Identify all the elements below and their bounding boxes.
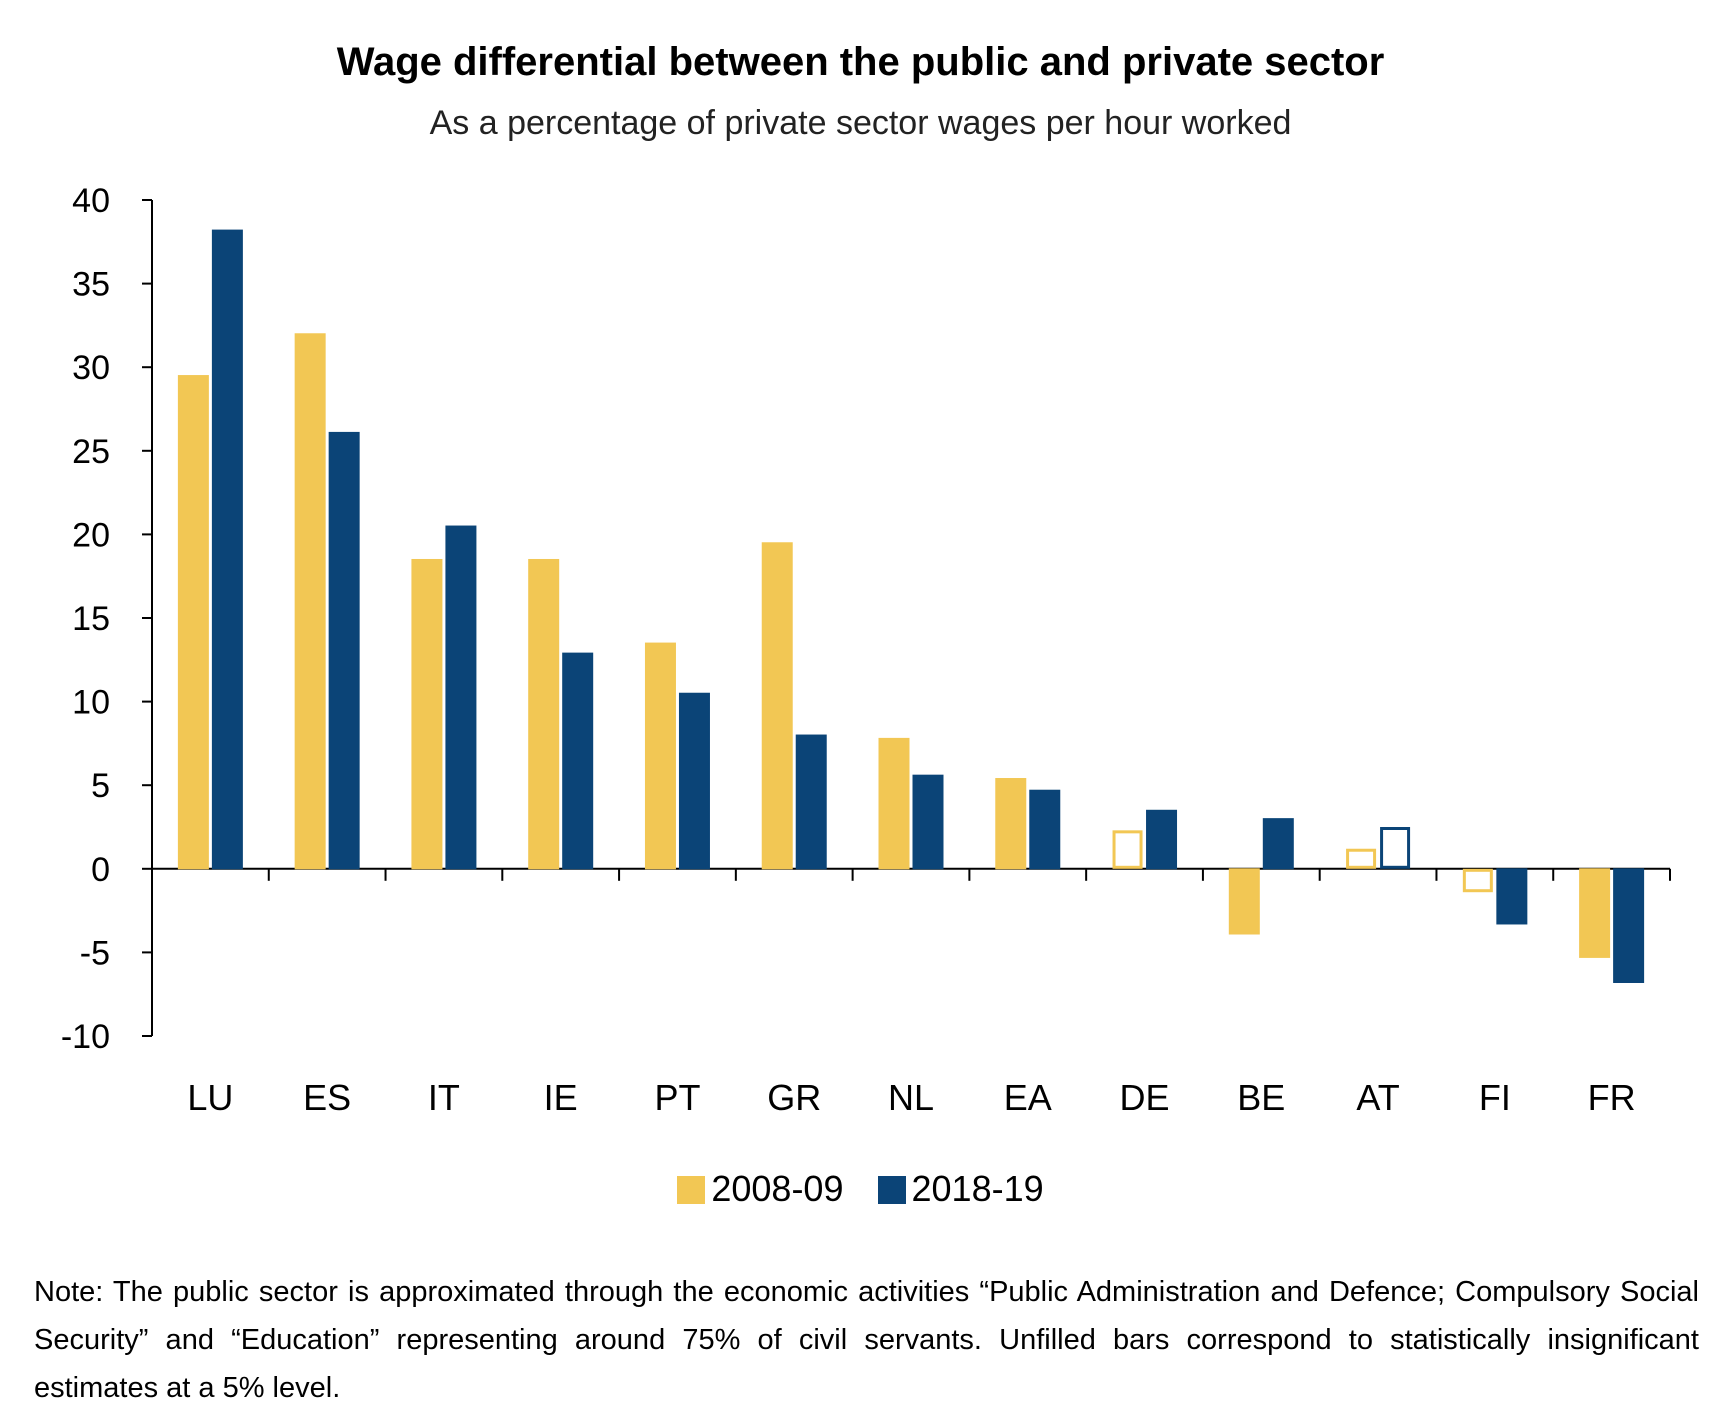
- x-tick-label: IT: [428, 1077, 460, 1118]
- bar-2008-09-FR: [1579, 868, 1611, 958]
- x-tick-label: FI: [1479, 1077, 1511, 1118]
- legend-swatch-2018-19: [877, 1176, 906, 1204]
- y-tick-label: 0: [91, 851, 110, 889]
- y-tick-label: -5: [80, 934, 110, 972]
- y-tick-label: 10: [72, 684, 110, 722]
- bar-2018-19-FR: [1613, 868, 1645, 983]
- y-tick-label: 30: [72, 349, 110, 387]
- bar-2018-19-AT: [1380, 827, 1411, 869]
- bar-2018-19-NL: [912, 774, 944, 870]
- y-tick-label: -10: [61, 1018, 110, 1056]
- x-tick-label: ES: [303, 1077, 351, 1118]
- bar-2008-09-FI: [1462, 868, 1493, 893]
- bar-2018-19-LU: [211, 229, 243, 870]
- bar-2018-19-PT: [678, 692, 710, 870]
- y-tick-label: 35: [72, 266, 110, 304]
- x-tick-label: FR: [1588, 1077, 1636, 1118]
- legend-item-2008-09: 2008-09: [677, 1168, 843, 1210]
- legend-label-2008-09: 2008-09: [711, 1168, 844, 1209]
- x-tick-label: PT: [654, 1077, 700, 1118]
- bar-2018-19-EA: [1029, 789, 1061, 870]
- x-tick-label: BE: [1237, 1077, 1285, 1118]
- bar-2008-09-IE: [528, 558, 560, 870]
- x-tick-label: AT: [1356, 1077, 1399, 1118]
- bar-2008-09-ES: [294, 333, 326, 870]
- y-tick-label: 20: [72, 516, 110, 554]
- bar-2008-09-EA: [995, 778, 1027, 870]
- bar-2018-19-DE: [1146, 809, 1178, 870]
- legend-item-2018-19: 2018-19: [877, 1168, 1044, 1210]
- y-tick-label: 25: [72, 433, 110, 471]
- y-tick-label: 15: [72, 600, 110, 638]
- bar-2008-09-BE: [1228, 868, 1260, 935]
- bar-2018-19-GR: [795, 734, 827, 870]
- bar-2018-19-IE: [562, 652, 594, 870]
- bar-2018-19-BE: [1262, 818, 1294, 870]
- y-tick-label: 40: [72, 182, 110, 220]
- x-tick-label: LU: [187, 1077, 233, 1118]
- chart-subtitle: As a percentage of private sector wages …: [429, 104, 1292, 142]
- bar-2018-19-IT: [445, 525, 477, 870]
- x-tick-label: NL: [888, 1077, 934, 1118]
- legend-label-2018-19: 2018-19: [911, 1168, 1044, 1209]
- bar-2008-09-NL: [878, 737, 910, 870]
- bar-chart: 40 35 30 25 20 15 10 5 0 -5 -10 LU ES IT IE PT GR NL EA DE B…: [61, 182, 1671, 1118]
- bar-2008-09-AT: [1346, 848, 1377, 869]
- legend-swatch-2008-09: [677, 1176, 706, 1204]
- chart-legend: 2008-09 2018-19: [0, 1168, 1721, 1210]
- bar-2008-09-PT: [644, 642, 676, 870]
- chart-note: Note: The public sector is approximated …: [34, 1276, 1699, 1404]
- bar-2008-09-LU: [177, 375, 209, 870]
- bar-2008-09-GR: [761, 542, 793, 870]
- chart-title: Wage differential between the public and…: [336, 40, 1385, 84]
- bar-2008-09-DE: [1112, 830, 1143, 869]
- y-tick-label: 5: [91, 767, 110, 805]
- x-tick-label: GR: [767, 1077, 821, 1118]
- x-tick-label: IE: [544, 1077, 578, 1118]
- bar-2018-19-ES: [328, 431, 360, 870]
- bar-2008-09-IT: [411, 558, 443, 870]
- x-tick-label: DE: [1120, 1077, 1170, 1118]
- x-tick-label: EA: [1004, 1077, 1052, 1118]
- bar-2018-19-FI: [1496, 868, 1528, 925]
